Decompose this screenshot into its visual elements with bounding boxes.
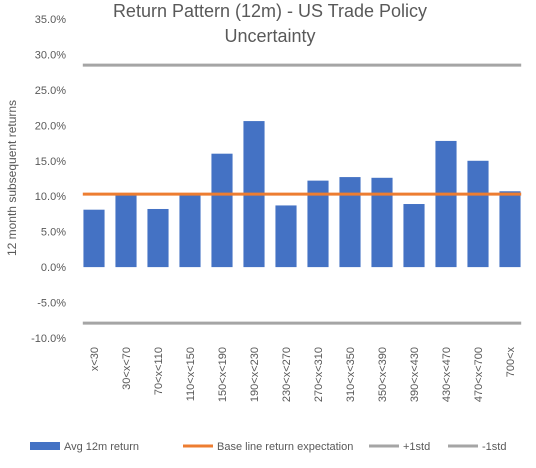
bar bbox=[339, 177, 361, 268]
x-tick-label: 430<x<470 bbox=[441, 347, 453, 402]
bar bbox=[179, 194, 201, 268]
bar bbox=[211, 153, 233, 268]
legend-label: Base line return expectation bbox=[217, 441, 353, 453]
chart-title-line-1: Return Pattern (12m) - US Trade Policy bbox=[113, 1, 427, 21]
y-tick-label: -10.0% bbox=[31, 333, 66, 345]
bar bbox=[307, 180, 329, 268]
y-tick-label: -5.0% bbox=[37, 298, 66, 310]
bars bbox=[83, 121, 521, 268]
legend-label: +1std bbox=[403, 441, 430, 453]
x-tick-label: x<30 bbox=[89, 347, 101, 371]
y-tick-label: 35.0% bbox=[35, 14, 66, 26]
bar bbox=[147, 208, 169, 268]
x-tick-label: 470<x<700 bbox=[473, 347, 485, 402]
y-tick-label: 15.0% bbox=[35, 156, 66, 168]
y-tick-label: 5.0% bbox=[41, 227, 66, 239]
legend-label: Avg 12m return bbox=[64, 441, 139, 453]
bar bbox=[275, 205, 297, 268]
chart-title-line-2: Uncertainty bbox=[224, 26, 315, 46]
y-tick-label: 25.0% bbox=[35, 85, 66, 97]
y-tick-label: 10.0% bbox=[35, 191, 66, 203]
bar bbox=[435, 140, 457, 268]
x-tick-label: 190<x<230 bbox=[249, 347, 261, 402]
x-tick-label: 150<x<190 bbox=[217, 347, 229, 402]
bar bbox=[83, 209, 105, 268]
legend-swatch bbox=[30, 442, 60, 450]
y-tick-labels: -10.0% -5.0% 0.0% 5.0% 10.0% 15.0% 20.0% 25.0% 3… bbox=[31, 14, 66, 345]
x-tick-label: 350<x<390 bbox=[377, 347, 389, 402]
y-axis-label: 12 month subsequent returns bbox=[5, 100, 19, 256]
bar bbox=[467, 160, 489, 268]
legend-label: -1std bbox=[482, 441, 506, 453]
legend: Avg 12m return Base line return expectati… bbox=[30, 441, 506, 453]
y-tick-label: 30.0% bbox=[35, 49, 66, 61]
bar bbox=[499, 191, 521, 268]
y-tick-label: 20.0% bbox=[35, 120, 66, 132]
bar bbox=[371, 177, 393, 268]
x-tick-label: 390<x<430 bbox=[409, 347, 421, 402]
x-tick-label: 30<x<70 bbox=[121, 347, 133, 390]
x-tick-labels: x<30 30<x<70 70<x<110 110<x<150 150<x<190 190… bbox=[89, 347, 517, 403]
y-tick-label: 0.0% bbox=[41, 262, 66, 274]
x-tick-label: 70<x<110 bbox=[153, 347, 165, 395]
x-tick-label: 230<x<270 bbox=[281, 347, 293, 402]
x-tick-label: 310<x<350 bbox=[345, 347, 357, 402]
x-tick-label: 110<x<150 bbox=[185, 347, 197, 401]
bar bbox=[115, 195, 137, 268]
x-tick-label: 700<x bbox=[505, 347, 517, 378]
bar bbox=[403, 204, 425, 268]
reference-lines bbox=[82, 63, 522, 325]
x-tick-label: 270<x<310 bbox=[313, 347, 325, 402]
